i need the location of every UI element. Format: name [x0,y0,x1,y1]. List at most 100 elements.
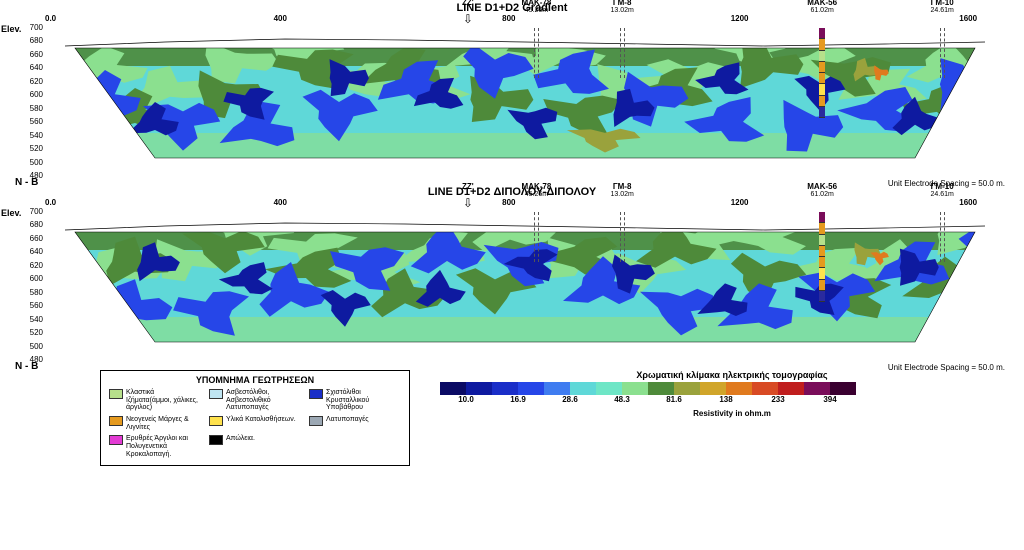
y-tick: 620 [17,261,43,270]
scale-swatch [596,382,622,395]
section-title-2: LINE D1+D2 ΔΙΠΟΛΟΥ-ΔΙΠΟΛΟΥ [0,186,1024,198]
y-tick: 580 [17,104,43,113]
x-tick: 800 [502,198,515,207]
y-tick: 680 [17,36,43,45]
scale-swatch [804,382,830,395]
legend-item: Νεογενείς Μάργες & Λιγνίτες [109,416,201,431]
y-tick: 640 [17,247,43,256]
scale-value: 10.0 [458,395,474,404]
scale-swatch [648,382,674,395]
y-tick: 660 [17,234,43,243]
arrow-icon: ⇩ [463,12,473,26]
scale-value: 394 [823,395,836,404]
dashed-indicator [538,212,539,262]
scale-swatch [492,382,518,395]
y-tick: 700 [17,207,43,216]
annotation: ΓΜ-813.02m [610,0,633,14]
y-tick: 520 [17,144,43,153]
profile-1: Elev. 7006806606406206005805605405205004… [45,16,1005,176]
y-axis-1: 700680660640620600580560540520500480 [17,16,43,176]
x-axis-1: 0.040080012001600 [45,14,1005,24]
x-tick: 400 [274,14,287,23]
x-tick: 1200 [731,198,749,207]
resistivity-scale-labels: 10.0 16.9 28.6 48.3 81.6 138 233 394 [440,395,1024,407]
legend-item: Σχιστόλιθοι Κρυσταλλικού Υποβάθρου [309,389,401,412]
direction-2: N - B [15,361,38,372]
borehole-legend-grid: Κλαστικά Ιζήματα(άμμοι, χάλικες, άργιλος… [109,389,401,459]
x-tick: 0.0 [45,198,56,207]
footnote-2: Unit Electrode Spacing = 50.0 m. [888,363,1005,372]
y-tick: 540 [17,131,43,140]
dashed-indicator [624,212,625,262]
y-tick: 500 [17,342,43,351]
dashed-indicator [534,212,535,262]
y-axis-2: 700680660640620600580560540520500480 [17,200,43,360]
tomography-plot-1 [45,28,1005,176]
section-dipole: LINE D1+D2 ΔΙΠΟΛΟΥ-ΔΙΠΟΛΟΥ Elev. 7006806… [0,186,1024,360]
dashed-indicator [940,212,941,262]
legend-item: Κλαστικά Ιζήματα(άμμοι, χάλικες, άργιλος… [109,389,201,412]
x-tick: 400 [274,198,287,207]
y-tick: 540 [17,315,43,324]
scale-swatch [622,382,648,395]
annotation: ΓΜ-1024.61m [930,0,953,14]
scale-swatch [570,382,596,395]
profile-2: Elev. 7006806606406206005805605405205004… [45,200,1005,360]
dashed-indicator [620,212,621,262]
scale-swatch [518,382,544,395]
scale-value: 48.3 [614,395,630,404]
scale-value: 16.9 [510,395,526,404]
y-tick: 600 [17,90,43,99]
legend-item: Απώλεια. [209,435,301,458]
scale-value: 138 [719,395,732,404]
resistivity-scale-sub: Resistivity in ohm.m [440,409,1024,418]
scale-value: 81.6 [666,395,682,404]
borehole-legend: ΥΠΟΜΝΗΜΑ ΓΕΩΤΡΗΣΕΩΝ Κλαστικά Ιζήματα(άμμ… [100,370,410,466]
x-axis-2: 0.0 400 800 1200 1600 [45,198,1005,208]
legend-item: Υλικά Κατολισθήσεων. [209,416,301,431]
scale-value: 233 [771,395,784,404]
scale-swatch [752,382,778,395]
annotation: ΓΜ-1024.61m [930,182,953,198]
legend-item: Λατυποπαγές [309,416,401,431]
annotation: MAK-7845.26m [522,182,552,198]
dashed-indicator [534,28,535,78]
scale-swatch [700,382,726,395]
scale-swatch [674,382,700,395]
y-tick: 640 [17,63,43,72]
y-tick: 620 [17,77,43,86]
annotation: ΓΜ-813.02m [610,182,633,198]
dashed-indicator [538,28,539,78]
dashed-indicator [624,28,625,78]
x-tick: 1600 [959,198,977,207]
annotation: ZZ' [462,0,474,7]
borehole-legend-title: ΥΠΟΜΝΗΜΑ ΓΕΩΤΡΗΣΕΩΝ [109,375,401,385]
scale-swatch [830,382,856,395]
x-tick: 1200 [731,14,749,23]
y-tick: 520 [17,328,43,337]
scale-swatch [778,382,804,395]
borehole-column [819,212,825,302]
legend-area: ΥΠΟΜΝΗΜΑ ΓΕΩΤΡΗΣΕΩΝ Κλαστικά Ιζήματα(άμμ… [100,370,1024,466]
scale-swatch [726,382,752,395]
resistivity-scale-boxes [440,382,1024,395]
section-gradient: LINE D1+D2 Gradient Elev. 70068066064062… [0,2,1024,176]
legend-item: Ασβεστόλιθοι, Ασβεστολιθικό Λατυποπαγές [209,389,301,412]
dashed-indicator [620,28,621,78]
resistivity-scale: Χρωματική κλίμακα ηλεκτρικής τομογραφίας… [440,370,1024,418]
tomography-plot-2 [45,212,1005,360]
arrow-icon: ⇩ [463,196,473,210]
legend-item: Ερυθρές Άργιλοι και Πολυγενετικά Κροκαλο… [109,435,201,458]
y-tick: 560 [17,117,43,126]
y-tick: 500 [17,158,43,167]
annotation: MAK-7845.26m [522,0,552,14]
scale-swatch [544,382,570,395]
y-tick: 600 [17,274,43,283]
x-tick: 800 [502,14,515,23]
annotation: MAK-5661.02m [807,182,837,198]
y-tick: 660 [17,50,43,59]
y-tick: 680 [17,220,43,229]
annotation: ZZ' [462,182,474,191]
x-tick: 0.0 [45,14,56,23]
scale-value: 28.6 [562,395,578,404]
